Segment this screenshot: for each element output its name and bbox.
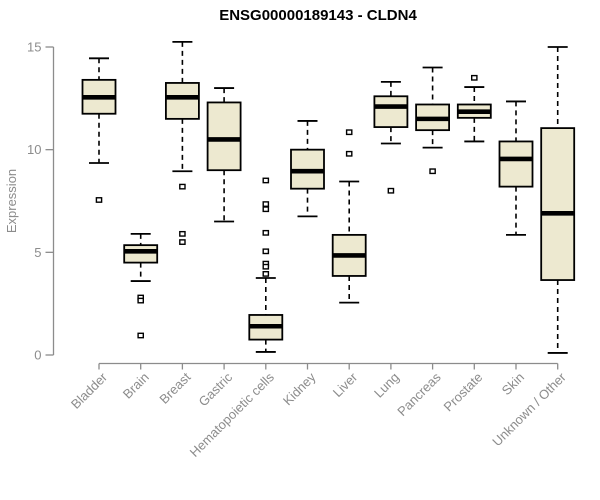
box-unknown-other [540, 127, 576, 281]
chart-title: ENSG00000189143 - CLDN4 [219, 7, 417, 24]
outlier-hematopoietic-cells [262, 229, 270, 236]
y-tick-label-5: 5 [34, 245, 41, 260]
outlier-hematopoietic-cells [262, 263, 270, 270]
x-tick-label-skin: Skin [499, 370, 527, 398]
x-tick-label-bladder: Bladder [68, 369, 111, 412]
outlier-hematopoietic-cells [262, 248, 270, 255]
x-tick-label-liver: Liver [330, 369, 361, 400]
x-tick-label-prostate: Prostate [441, 370, 486, 415]
outlier-breast [179, 183, 186, 190]
outlier-liver [345, 150, 353, 157]
x-tick-label-unknown-other: Unknown / Other [489, 369, 569, 449]
outlier-hematopoietic-cells [262, 206, 270, 213]
outlier-breast [179, 230, 186, 237]
x-tick-label-lung: Lung [371, 370, 402, 401]
box-lung [373, 95, 409, 128]
outlier-hematopoietic-cells [262, 177, 270, 184]
outlier-liver [345, 129, 353, 136]
x-tick-label-brain: Brain [120, 370, 152, 402]
x-tick-label-gastric: Gastric [196, 369, 236, 409]
outlier-prostate [471, 74, 478, 81]
outlier-breast [179, 239, 186, 245]
box-breast [164, 82, 200, 120]
x-tick-label-kidney: Kidney [280, 369, 319, 408]
y-tick-label-15: 15 [27, 40, 41, 55]
y-axis-label: Expression [4, 169, 19, 233]
outlier-hematopoietic-cells [262, 270, 270, 277]
y-tick-label-0: 0 [34, 348, 41, 363]
outlier-pancreas [429, 168, 436, 175]
x-tick-label-pancreas: Pancreas [394, 369, 444, 419]
outlier-brain [137, 297, 145, 304]
outlier-lung [387, 187, 395, 194]
outlier-bladder [95, 197, 103, 203]
box-brain [123, 244, 159, 264]
box-skin [498, 140, 534, 188]
outlier-hematopoietic-cells [262, 201, 270, 207]
y-tick-label-10: 10 [27, 142, 41, 157]
box-gastric [206, 101, 242, 172]
outlier-brain [137, 332, 145, 339]
x-tick-label-breast: Breast [156, 369, 193, 406]
